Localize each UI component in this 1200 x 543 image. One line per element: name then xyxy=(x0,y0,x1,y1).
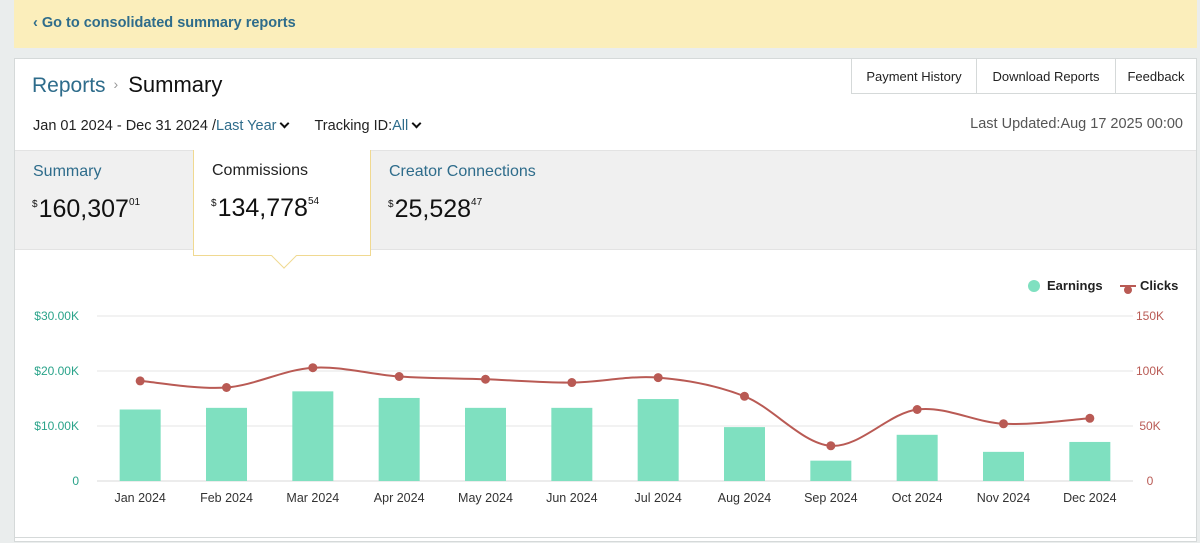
clicks-point xyxy=(740,391,749,401)
earnings-legend-icon xyxy=(1028,279,1040,292)
x-axis-tick: Jan 2024 xyxy=(114,491,165,505)
earnings-bar xyxy=(465,407,506,481)
tab-creator-connections-label: Creator Connections xyxy=(389,163,536,180)
clicks-point xyxy=(135,376,145,386)
earnings-bar xyxy=(551,407,593,481)
earnings-bar xyxy=(292,391,334,481)
x-axis-tick: Nov 2024 xyxy=(977,491,1031,505)
tab-commissions-label: Commissions xyxy=(212,162,309,179)
earnings-clicks-chart: 0 $10.00K $20.00K $30.00K 0 50K 100K 150K Jan 20… xyxy=(34,309,1164,505)
feedback-button[interactable]: Feedback xyxy=(1115,59,1196,94)
consolidated-summary-link[interactable]: ‹ Go to consolidated summary reports xyxy=(33,15,296,31)
earnings-bar xyxy=(896,434,938,481)
y-axis-left-tick: $20.00K xyxy=(34,364,79,378)
tab-commissions[interactable]: Commissions $134,77854 xyxy=(193,150,371,269)
tab-summary-amount: $160,30701 xyxy=(32,195,141,223)
tab-summary[interactable]: Summary $160,30701 xyxy=(15,151,193,251)
x-axis-tick: Oct 2024 xyxy=(892,491,943,505)
earnings-bar xyxy=(724,427,765,481)
report-card: Reports › Summary Payment History Download… xyxy=(14,58,1197,542)
bottom-divider xyxy=(15,537,1196,543)
earnings-bar xyxy=(1069,441,1111,481)
legend-clicks[interactable]: Clicks xyxy=(1120,278,1178,294)
clicks-point xyxy=(826,441,836,451)
x-axis-tick: Apr 2024 xyxy=(374,491,425,505)
tab-commissions-amount: $134,77854 xyxy=(211,194,320,222)
x-axis-tick: Jul 2024 xyxy=(635,491,682,505)
clicks-legend-icon xyxy=(1120,282,1136,294)
summary-tabs: Summary $160,30701 Commissions $134,7785… xyxy=(15,150,1196,269)
page-title: Summary xyxy=(128,72,223,97)
period-dropdown[interactable]: Last Year xyxy=(216,118,277,134)
y-axis-right-tick: 50K xyxy=(1139,419,1160,433)
y-axis-left-tick: $10.00K xyxy=(34,419,79,433)
payment-history-button[interactable]: Payment History xyxy=(851,59,977,94)
x-axis-tick: Feb 2024 xyxy=(200,491,253,505)
earnings-bar xyxy=(206,407,247,481)
x-axis-tick: Jun 2024 xyxy=(546,491,597,505)
last-updated-text: Last Updated:Aug 17 2025 00:00 xyxy=(970,116,1183,132)
tab-creator-connections[interactable]: Creator Connections $25,52847 xyxy=(371,151,611,251)
earnings-bar xyxy=(119,409,161,481)
clicks-point xyxy=(1085,413,1095,423)
earnings-bar xyxy=(810,460,852,481)
y-axis-left-tick: 0 xyxy=(72,474,79,488)
breadcrumb-reports-link[interactable]: Reports xyxy=(32,74,106,97)
tab-summary-label: Summary xyxy=(33,163,102,180)
clicks-point xyxy=(308,363,318,373)
clicks-line xyxy=(140,366,1090,447)
legend-earnings[interactable]: Earnings xyxy=(1028,278,1103,293)
earnings-bar xyxy=(637,399,679,481)
breadcrumb-separator: › xyxy=(113,76,119,92)
clicks-point xyxy=(567,378,577,388)
tracking-id-label: Tracking ID: xyxy=(314,118,393,134)
date-range-text: Jan 01 2024 - Dec 31 2024 / xyxy=(33,118,216,134)
x-axis-tick: May 2024 xyxy=(458,491,513,505)
breadcrumb: Reports › Summary xyxy=(32,72,222,98)
clicks-point xyxy=(912,405,922,414)
clicks-point xyxy=(999,419,1008,429)
filters-row: Jan 01 2024 - Dec 31 2024 / Last Year Tr… xyxy=(33,118,422,134)
tab-creator-connections-amount: $25,52847 xyxy=(388,195,483,223)
x-axis-tick: Aug 2024 xyxy=(718,491,772,505)
y-axis-right-tick: 100K xyxy=(1136,364,1164,378)
x-axis-tick: Mar 2024 xyxy=(286,491,339,505)
y-axis-right-tick: 0 xyxy=(1147,474,1154,488)
back-banner: ‹ Go to consolidated summary reports xyxy=(14,0,1197,48)
x-axis-tick: Dec 2024 xyxy=(1063,491,1117,505)
tracking-id-dropdown[interactable]: All xyxy=(392,118,409,134)
y-axis-right-tick: 150K xyxy=(1136,309,1164,323)
clicks-point xyxy=(653,373,663,383)
clicks-point xyxy=(481,374,490,384)
earnings-bar xyxy=(378,397,420,481)
x-axis-tick: Sep 2024 xyxy=(804,491,858,505)
clicks-point xyxy=(394,372,404,381)
earnings-bar xyxy=(983,451,1024,481)
clicks-point xyxy=(222,383,231,392)
y-axis-left-tick: $30.00K xyxy=(34,309,79,323)
